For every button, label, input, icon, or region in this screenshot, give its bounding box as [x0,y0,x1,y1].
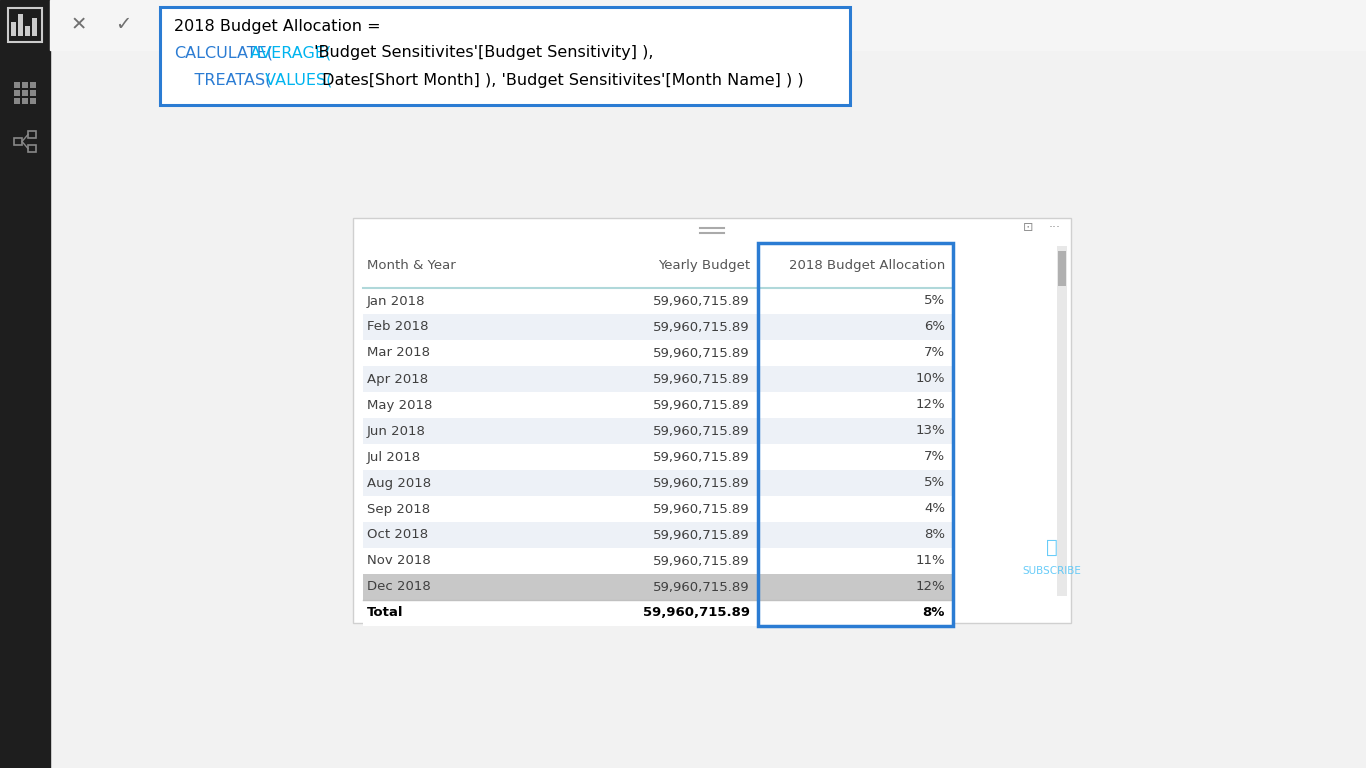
Bar [363,522,953,548]
Text: SUBSCRIBE: SUBSCRIBE [1023,566,1082,576]
Bar [22,90,27,96]
Bar [363,392,953,418]
Text: CALCULATE(: CALCULATE( [173,45,273,61]
Text: 59,960,715.89: 59,960,715.89 [653,425,750,438]
Text: Jun 2018: Jun 2018 [367,425,426,438]
Text: Nov 2018: Nov 2018 [367,554,430,568]
Text: 59,960,715.89: 59,960,715.89 [653,399,750,412]
Bar [27,145,36,152]
Text: Mar 2018: Mar 2018 [367,346,430,359]
Text: ✓: ✓ [115,15,131,35]
Bar [30,82,36,88]
Text: ···: ··· [1049,221,1061,234]
Text: 4%: 4% [923,502,945,515]
Text: Dates[Short Month] ), 'Budget Sensitivites'[Month Name] ) ): Dates[Short Month] ), 'Budget Sensitivit… [317,72,803,88]
Text: TREATAS(: TREATAS( [173,72,272,88]
Bar [0,0,51,768]
Bar [363,574,953,600]
Text: 5%: 5% [923,476,945,489]
Text: Sep 2018: Sep 2018 [367,502,430,515]
Text: 2018 Budget Allocation: 2018 Budget Allocation [788,259,945,272]
Bar [14,82,20,88]
Text: Dec 2018: Dec 2018 [367,581,430,594]
Text: 59,960,715.89: 59,960,715.89 [653,346,750,359]
Bar [27,131,36,138]
Text: VALUES(: VALUES( [260,72,332,88]
Text: 59,960,715.89: 59,960,715.89 [653,372,750,386]
Bar [363,600,953,626]
Bar [363,340,953,366]
Bar [31,18,37,36]
Text: 59,960,715.89: 59,960,715.89 [653,476,750,489]
Bar [14,138,22,145]
Bar [30,90,36,96]
Bar [363,314,953,340]
Text: 59,960,715.89: 59,960,715.89 [653,502,750,515]
Text: 7%: 7% [923,451,945,464]
Bar [352,218,1071,623]
Bar [1057,246,1067,596]
Text: 8%: 8% [922,607,945,620]
Bar [363,470,953,496]
Text: Jul 2018: Jul 2018 [367,451,421,464]
Bar [758,243,953,626]
Text: Jan 2018: Jan 2018 [367,294,425,307]
Text: 10%: 10% [915,372,945,386]
Text: 5%: 5% [923,294,945,307]
Text: 6%: 6% [923,320,945,333]
Text: Apr 2018: Apr 2018 [367,372,428,386]
Bar [25,26,30,36]
Text: 7%: 7% [923,346,945,359]
Text: 59,960,715.89: 59,960,715.89 [653,528,750,541]
Bar [22,82,27,88]
Text: AVERAGE(: AVERAGE( [246,45,332,61]
Text: 12%: 12% [915,581,945,594]
Bar [363,366,953,392]
Bar [363,496,953,522]
Text: 13%: 13% [915,425,945,438]
Text: 'Budget Sensitivites'[Budget Sensitivity] ),: 'Budget Sensitivites'[Budget Sensitivity… [310,45,654,61]
Bar [14,90,20,96]
Text: May 2018: May 2018 [367,399,433,412]
Bar [363,548,953,574]
Text: 59,960,715.89: 59,960,715.89 [653,294,750,307]
Text: 11%: 11% [915,554,945,568]
Bar [22,98,27,104]
Bar [160,7,850,105]
Text: 59,960,715.89: 59,960,715.89 [653,320,750,333]
Bar [8,8,42,42]
Text: ✕: ✕ [71,15,87,35]
Bar [11,22,16,36]
Text: 12%: 12% [915,399,945,412]
Text: 59,960,715.89: 59,960,715.89 [653,581,750,594]
Bar [363,418,953,444]
Text: 🧬: 🧬 [1046,538,1057,557]
Bar [363,444,953,470]
Bar [363,288,953,314]
Text: Oct 2018: Oct 2018 [367,528,428,541]
Bar [14,98,20,104]
Bar [18,14,23,36]
Bar [51,0,1366,50]
Text: 59,960,715.89: 59,960,715.89 [653,554,750,568]
Text: ⊡: ⊡ [1023,221,1034,234]
Bar [30,98,36,104]
Text: Aug 2018: Aug 2018 [367,476,432,489]
Text: Month & Year: Month & Year [367,259,456,272]
Text: 59,960,715.89: 59,960,715.89 [643,607,750,620]
Text: 2018 Budget Allocation =: 2018 Budget Allocation = [173,19,381,35]
Text: Total: Total [367,607,403,620]
Text: Yearly Budget: Yearly Budget [658,259,750,272]
Text: 8%: 8% [923,528,945,541]
Text: 59,960,715.89: 59,960,715.89 [653,451,750,464]
Text: Feb 2018: Feb 2018 [367,320,429,333]
Bar [1059,251,1065,286]
